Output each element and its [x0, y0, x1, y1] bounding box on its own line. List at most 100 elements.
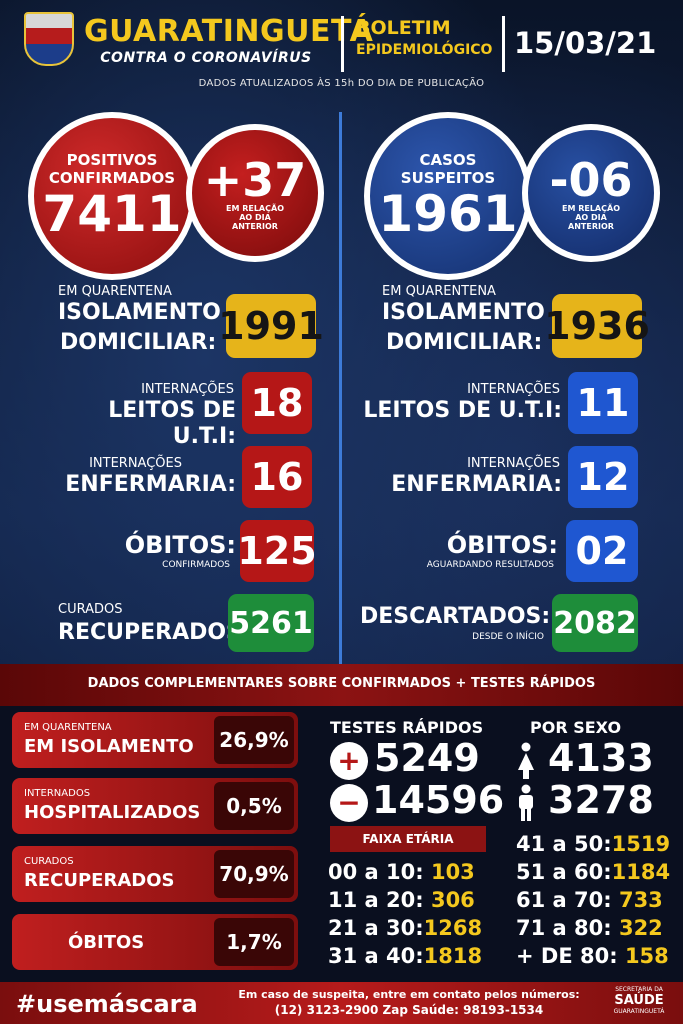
delta-note: AO DIA: [239, 212, 271, 222]
contact-numbers: (12) 3123-2900 Zap Saúde: 98193-1534: [274, 1003, 544, 1017]
age-value: 158: [624, 944, 669, 968]
age-range: 00 a 10:: [328, 860, 424, 884]
pct-recuperados-box: CURADOS RECUPERADOS 70,9%: [12, 846, 298, 902]
pct-value: 70,9%: [214, 850, 294, 898]
age-row: 00 a 10: 103: [328, 860, 475, 884]
age-range: 11 a 20:: [328, 888, 424, 912]
obitos-small-label: AGUARDANDO RESULTADOS: [426, 560, 554, 570]
age-range: 41 a 50:: [516, 832, 612, 856]
confirmed-uti-value: 18: [242, 372, 312, 434]
suspect-value: 1961: [378, 185, 518, 243]
sexo-title: POR SEXO: [530, 718, 622, 737]
suspect-obitos-value: 02: [566, 520, 638, 582]
age-row: 41 a 50:1519: [516, 832, 670, 856]
age-row: 51 a 60:1184: [516, 860, 670, 884]
suspect-label: SUSPEITOS: [400, 169, 496, 187]
faixa-etaria-title: FAIXA ETÁRIA: [330, 826, 486, 852]
testes-negative-value: 14596: [372, 778, 505, 822]
descartados-label: DESCARTADOS:: [360, 604, 551, 629]
curados-label: RECUPERADOS:: [58, 620, 251, 645]
footer-band: [0, 982, 683, 1024]
enf-label: ENFERMARIA:: [391, 472, 562, 497]
pct-isolamento-box: EM QUARENTENA EM ISOLAMENTO 26,9%: [12, 712, 298, 768]
plus-icon: +: [330, 742, 368, 780]
pct-small-label: EM QUARENTENA: [24, 722, 112, 733]
column-divider: [339, 112, 342, 672]
pct-big-label: ÓBITOS: [68, 932, 145, 953]
obitos-label: ÓBITOS:: [124, 531, 236, 559]
age-row: 21 a 30:1268: [328, 916, 482, 940]
age-row: 11 a 20: 306: [328, 888, 475, 912]
delta-note: AO DIA: [575, 212, 607, 222]
domiciliar-label: DOMICILIAR:: [60, 330, 217, 355]
confirmed-curados-value: 5261: [228, 594, 314, 652]
age-row: 71 a 80: 322: [516, 916, 663, 940]
suspect-descartados-value: 2082: [552, 594, 638, 652]
delta-note: EM RELAÇÃO: [226, 203, 284, 213]
suspect-uti-value: 11: [568, 372, 638, 434]
complementares-band: [0, 664, 683, 706]
pct-value: 1,7%: [214, 918, 294, 966]
pct-value: 0,5%: [214, 782, 294, 830]
testes-title: TESTES RÁPIDOS: [330, 718, 484, 737]
age-row: 31 a 40:1818: [328, 944, 482, 968]
curados-small-label: CURADOS: [58, 602, 123, 617]
suspect-delta: -06: [549, 152, 633, 207]
age-value: 322: [618, 916, 663, 940]
age-range: 31 a 40:: [328, 944, 424, 968]
pct-big-label: EM ISOLAMENTO: [24, 736, 194, 757]
minus-icon: −: [330, 784, 368, 822]
boletim-label: BOLETIM: [356, 17, 451, 39]
health-dept-logo-text: GUARATINGUETÁ: [613, 1008, 665, 1015]
descartados-small-label: DESDE O INÍCIO: [472, 632, 544, 642]
uti-small-label: INTERNAÇÕES: [141, 382, 234, 397]
header-divider: [341, 16, 344, 72]
confirmed-delta-circle: +37 EM RELAÇÃO AO DIA ANTERIOR: [186, 124, 324, 262]
enf-label: ENFERMARIA:: [65, 472, 236, 497]
age-range: 71 a 80:: [516, 916, 612, 940]
confirmed-obitos-value: 125: [237, 520, 317, 582]
confirmed-isolation-value: 1991: [218, 294, 324, 358]
quarentena-label: EM QUARENTENA: [58, 284, 172, 299]
delta-note: ANTERIOR: [232, 221, 278, 231]
age-value: 1519: [611, 832, 671, 856]
suspect-circle: CASOS SUSPEITOS 1961: [364, 112, 532, 280]
confirmed-label: POSITIVOS: [66, 151, 158, 169]
uti-small-label: INTERNAÇÕES: [467, 382, 560, 397]
age-value: 733: [618, 888, 663, 912]
domiciliar-label: DOMICILIAR:: [386, 330, 543, 355]
age-range: 51 a 60:: [516, 860, 612, 884]
city-crest-logo: [24, 12, 74, 66]
header-divider: [502, 16, 505, 72]
hashtag: #usemáscara: [16, 990, 198, 1018]
suspect-enf-value: 12: [568, 446, 638, 508]
confirmed-label: CONFIRMADOS: [48, 169, 176, 187]
age-value: 103: [430, 860, 475, 884]
age-range: 61 a 70:: [516, 888, 612, 912]
age-value: 1268: [423, 916, 483, 940]
pct-small-label: INTERNADOS: [24, 788, 91, 799]
isolamento-label: ISOLAMENTO: [382, 300, 545, 325]
pct-obitos-box: ÓBITOS 1,7%: [12, 914, 298, 970]
pct-small-label: CURADOS: [24, 856, 74, 867]
city-title: GUARATINGUETÁ: [84, 14, 374, 49]
testes-positive-value: 5249: [374, 736, 480, 780]
uti-label: LEITOS DE U.T.I:: [108, 398, 236, 449]
enf-small-label: INTERNAÇÕES: [467, 456, 560, 471]
confirmed-circle: POSITIVOS CONFIRMADOS 7411: [28, 112, 196, 280]
male-icon: [514, 784, 538, 822]
health-dept-logo-text: SAÚDE: [614, 993, 664, 1008]
confirmed-value: 7411: [42, 185, 182, 243]
suspect-label: CASOS: [419, 151, 477, 169]
enf-small-label: INTERNAÇÕES: [89, 456, 182, 471]
age-value: 306: [430, 888, 475, 912]
uti-label: LEITOS DE U.T.I:: [363, 398, 562, 423]
pct-big-label: RECUPERADOS: [24, 870, 175, 891]
quarentena-label: EM QUARENTENA: [382, 284, 496, 299]
city-subtitle: CONTRA O CORONAVÍRUS: [100, 50, 312, 66]
contact-line: Em caso de suspeita, entre em contato pe…: [238, 988, 580, 1001]
delta-note: ANTERIOR: [568, 221, 614, 231]
obitos-label: ÓBITOS:: [446, 531, 558, 559]
age-value: 1184: [611, 860, 671, 884]
obitos-small-label: CONFIRMADOS: [162, 560, 230, 570]
